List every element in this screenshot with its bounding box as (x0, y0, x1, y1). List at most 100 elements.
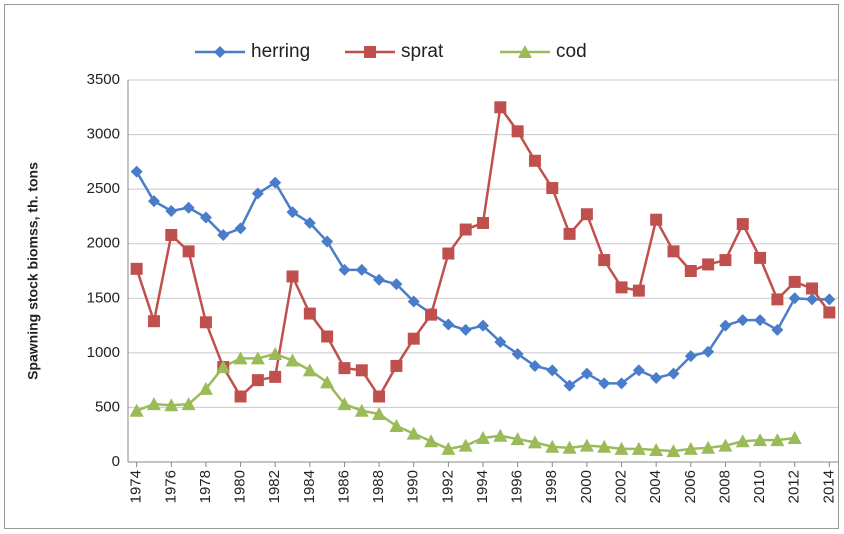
marker (373, 390, 386, 403)
marker (683, 441, 698, 455)
x-tick-label: 2002 (613, 470, 630, 503)
marker (458, 438, 473, 452)
marker (701, 440, 716, 454)
marker (598, 377, 611, 390)
marker (217, 228, 230, 241)
x-tick-label: 1998 (543, 470, 560, 503)
marker (562, 440, 577, 454)
marker (493, 428, 508, 442)
x-tick-label: 1976 (162, 470, 179, 503)
marker (511, 125, 524, 138)
marker (165, 204, 178, 217)
marker (546, 364, 559, 377)
x-tick-label: 1974 (128, 470, 145, 503)
y-tick-label: 2500 (87, 180, 120, 197)
marker (788, 292, 801, 305)
x-tick-label: 2008 (716, 470, 733, 503)
x-tick-label: 1980 (232, 470, 249, 503)
marker (182, 201, 195, 214)
marker (286, 206, 299, 219)
marker (354, 403, 369, 417)
marker (770, 433, 785, 447)
marker (459, 223, 472, 236)
series-line (136, 352, 795, 453)
marker (753, 433, 768, 447)
marker (390, 359, 403, 372)
marker (598, 254, 611, 267)
marker (389, 418, 404, 432)
y-tick-label: 0 (112, 453, 120, 470)
y-tick-label: 3000 (87, 126, 120, 143)
y-tick-label: 3500 (87, 71, 120, 88)
marker (199, 316, 212, 329)
marker (754, 314, 767, 327)
x-tick-label: 1990 (405, 470, 422, 503)
marker (216, 360, 231, 374)
marker (303, 216, 316, 229)
marker (373, 273, 386, 286)
marker (321, 330, 334, 343)
marker (302, 363, 317, 377)
marker (650, 371, 663, 384)
marker (234, 390, 247, 403)
x-tick-label: 1982 (266, 470, 283, 503)
marker (632, 364, 645, 377)
marker (233, 351, 248, 365)
marker (684, 350, 697, 363)
marker (251, 374, 264, 387)
marker (580, 208, 593, 221)
marker (806, 282, 819, 295)
x-tick-label: 2014 (820, 470, 837, 503)
marker (510, 432, 525, 446)
marker (736, 218, 749, 231)
marker (494, 101, 507, 114)
marker (250, 351, 265, 365)
marker (476, 430, 490, 444)
marker (269, 370, 282, 383)
marker (649, 442, 664, 456)
y-tick-label: 500 (95, 398, 120, 415)
marker (442, 318, 455, 331)
legend-label: herring (251, 41, 310, 62)
y-axis-label: Spawning stock biomss, th. tons (25, 162, 41, 380)
marker (424, 434, 439, 448)
marker (442, 247, 455, 260)
marker (650, 213, 663, 226)
marker (511, 347, 524, 360)
marker (702, 345, 715, 358)
marker (527, 435, 542, 449)
marker (146, 397, 161, 411)
marker (771, 293, 784, 306)
marker (563, 379, 576, 392)
y-tick-label: 1500 (87, 289, 120, 306)
marker (320, 375, 335, 389)
marker (198, 381, 213, 395)
x-tick-label: 1996 (509, 470, 526, 503)
marker (823, 306, 836, 319)
marker (165, 228, 178, 241)
marker (338, 362, 351, 375)
marker (667, 245, 680, 258)
marker (441, 441, 456, 455)
marker (355, 364, 368, 377)
marker (615, 281, 628, 294)
marker (407, 332, 420, 345)
x-tick-label: 2012 (786, 470, 803, 503)
marker (372, 406, 387, 420)
marker (459, 323, 472, 336)
marker (390, 278, 403, 291)
marker (702, 258, 715, 271)
x-tick-label: 1994 (474, 470, 491, 503)
marker (164, 398, 179, 412)
marker (735, 434, 750, 448)
marker (494, 335, 507, 348)
x-tick-label: 2006 (682, 470, 699, 503)
marker (338, 263, 351, 276)
marker (754, 251, 767, 264)
marker (268, 346, 283, 360)
marker (771, 323, 784, 336)
marker (181, 397, 196, 411)
marker (477, 319, 489, 332)
marker (364, 46, 376, 58)
marker (303, 307, 316, 320)
